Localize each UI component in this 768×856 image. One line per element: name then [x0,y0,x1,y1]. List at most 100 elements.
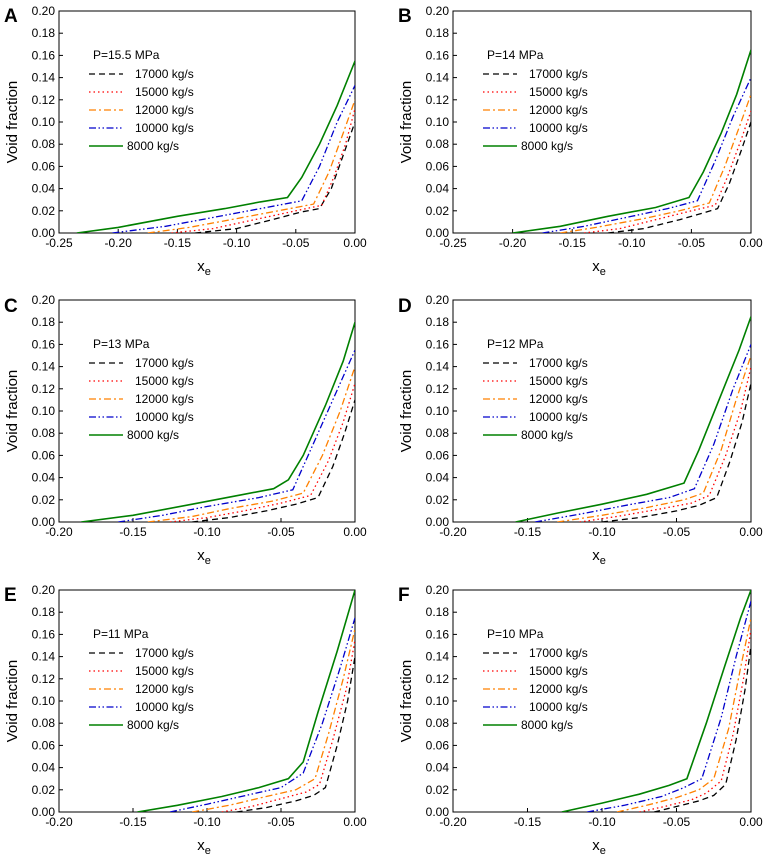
y-tick-label: 0.18 [426,26,450,40]
series-line-17000 [607,121,751,233]
y-tick-label: 0.10 [426,694,450,708]
x-axis-label-subscript: e [205,266,211,278]
legend-entry: 17000 kg/s [135,356,194,370]
y-tick-label: 0.08 [32,426,56,440]
y-axis-label: Void fraction [398,81,415,164]
legend-title: P=15.5 MPa [93,48,160,62]
x-tick-label: 0.00 [739,525,763,539]
legend-title: P=11 MPa [93,627,149,641]
series-line-17000 [236,656,355,812]
y-tick-label: 0.00 [426,226,450,240]
y-tick-label: 0.02 [426,204,450,218]
x-tick-label: -0.10 [588,525,616,539]
plot-frame [452,299,752,523]
y-tick-label: 0.10 [426,115,450,129]
x-tick-label: -0.15 [119,815,147,829]
legend-entry: 10000 kg/s [135,700,194,714]
y-tick-label: 0.18 [426,605,450,619]
y-tick-label: 0.16 [32,337,56,351]
x-axis-label-subscript: e [205,555,211,567]
legend-entry: 17000 kg/s [135,67,194,81]
series-line-12000 [147,366,355,522]
legend-entry: 8000 kg/s [127,139,179,153]
y-tick-label: 0.20 [32,583,56,597]
x-axis-label: xe [197,547,211,567]
legend-title: P=10 MPa [487,627,544,641]
y-tick-label: 0.00 [32,805,56,819]
x-axis-label: xe [197,837,211,856]
y-tick-label: 0.12 [426,382,450,396]
y-tick-label: 0.08 [32,137,56,151]
x-tick-label: -0.10 [618,236,646,250]
y-tick-label: 0.06 [426,448,450,462]
x-tick-label: -0.10 [588,815,616,829]
y-tick-label: 0.08 [426,716,450,730]
x-tick-label: -0.15 [514,815,542,829]
y-tick-label: 0.18 [32,605,56,619]
x-tick-label: -0.05 [282,236,310,250]
plot-frame [58,10,356,234]
y-tick-label: 0.02 [426,783,450,797]
x-tick-label: -0.15 [559,236,587,250]
x-axis-label-subscript: e [600,845,606,856]
y-tick-label: 0.14 [32,650,56,664]
chart-panel-b: B 0.00 0.02 0.04 0.06 0.08 0.10 0.12 0.14 0.16 0.1… [398,4,763,278]
series-line-17000 [601,383,751,522]
y-tick-label: 0.14 [32,71,56,85]
y-tick-label: 0.16 [426,48,450,62]
legend-entry: 8000 kg/s [521,718,573,732]
legend-title: P=12 MPa [487,337,544,351]
y-tick-label: 0.04 [426,182,450,196]
x-tick-label: -0.20 [45,815,73,829]
y-tick-label: 0.04 [32,471,56,485]
legend-entry: 8000 kg/s [127,718,179,732]
y-tick-label: 0.06 [426,738,450,752]
x-tick-label: 0.00 [739,815,763,829]
y-tick-label: 0.20 [32,4,56,18]
legend-entry: 15000 kg/s [529,374,588,388]
x-tick-label: -0.05 [663,525,691,539]
y-tick-label: 0.20 [32,293,56,307]
y-tick-label: 0.16 [32,627,56,641]
panel-label: B [398,6,412,27]
chart-panel-d: D 0.00 0.02 0.04 0.06 0.08 0.10 0.12 0.14 0.16 0.1… [398,293,763,567]
series-line-10000 [169,617,355,812]
y-tick-label: 0.20 [426,4,450,18]
legend-entry: 12000 kg/s [135,682,194,696]
y-tick-label: 0.02 [426,493,450,507]
x-tick-label: 0.00 [343,815,367,829]
y-tick-label: 0.12 [426,672,450,686]
y-tick-label: 0.18 [32,26,56,40]
series-line-17000 [192,399,355,522]
x-tick-label: -0.20 [499,236,527,250]
legend-entry: 15000 kg/s [529,664,588,678]
x-tick-label: 0.00 [739,236,763,250]
x-tick-label: -0.20 [439,525,467,539]
y-tick-label: 0.20 [426,293,450,307]
y-tick-label: 0.00 [32,226,56,240]
x-tick-label: -0.10 [193,525,221,539]
x-tick-label: -0.20 [105,236,133,250]
series-line-10000 [586,600,751,812]
legend-entry: 15000 kg/s [135,374,194,388]
series-line-15000 [584,110,751,233]
x-tick-label: -0.25 [45,236,73,250]
y-tick-label: 0.06 [32,738,56,752]
chart-panel-c: C 0.00 0.02 0.04 0.06 0.08 0.10 0.12 0.14 0.16 0.1… [4,293,367,567]
x-tick-label: 0.00 [343,525,367,539]
series-line-12000 [557,355,751,522]
legend-entry: 17000 kg/s [135,646,194,660]
legend-entry: 15000 kg/s [135,664,194,678]
legend-entry: 8000 kg/s [127,428,179,442]
y-tick-label: 0.04 [426,761,450,775]
y-tick-label: 0.02 [32,204,56,218]
legend-entry: 15000 kg/s [529,85,588,99]
series-line-8000 [561,590,751,812]
plot-frame [452,589,752,813]
y-tick-label: 0.12 [32,672,56,686]
y-tick-label: 0.00 [32,515,56,529]
series-line-8000 [76,60,355,233]
series-line-8000 [137,590,355,812]
y-tick-label: 0.12 [32,382,56,396]
series-line-15000 [579,366,751,522]
